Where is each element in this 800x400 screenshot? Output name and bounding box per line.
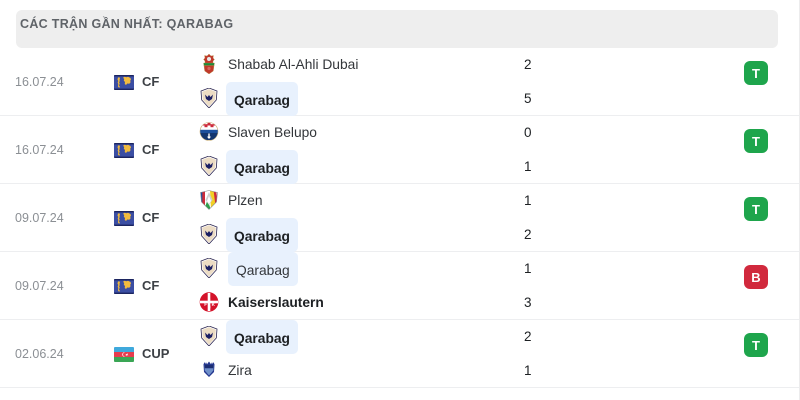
svg-text:1: 1	[208, 295, 211, 300]
svg-text:F: F	[204, 302, 207, 307]
svg-text:C: C	[208, 304, 211, 309]
